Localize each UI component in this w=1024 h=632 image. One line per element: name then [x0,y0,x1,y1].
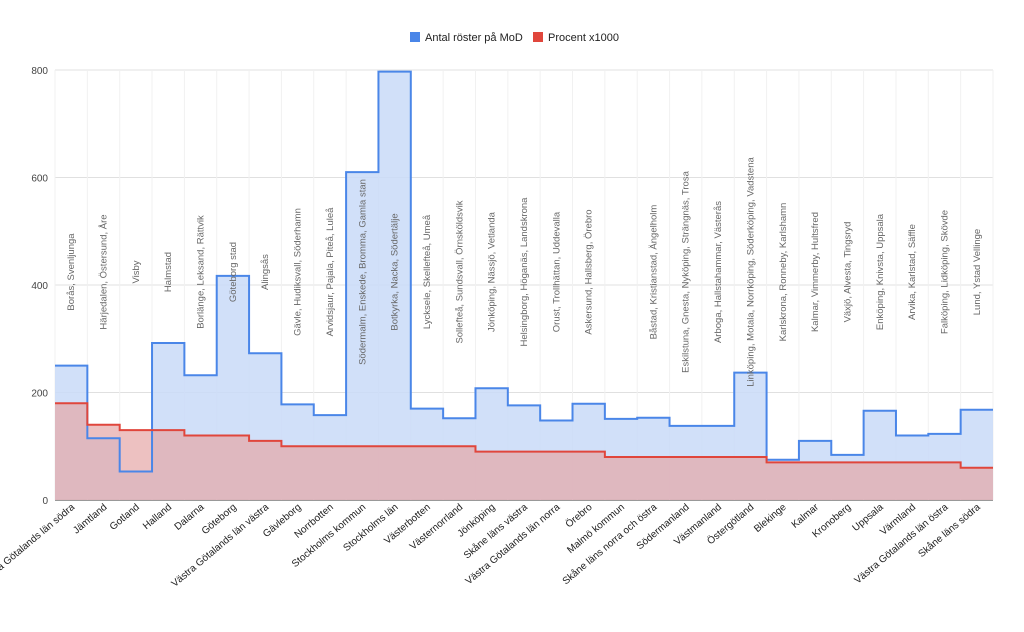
annotation-label: Helsingborg, Höganäs, Landskrona [519,197,530,347]
x-axis-ticks: Västra Götalands län södraJämtlandGotlan… [0,501,983,590]
legend: Antal röster på MoD Procent x1000 [410,32,619,44]
annotations: Borås, Svenljunga Härjedalen, Östersund, … [66,157,983,387]
annotation-label: Orust, Trollhättan, Uddevalla [551,211,562,332]
series-areas [55,70,993,501]
annotation-label: Alingsås [260,254,271,290]
annotation-label: Halmstad [163,252,174,292]
series-votes-line [55,70,993,473]
x-tick-label: Västra Götalands län södra [0,502,77,589]
annotation-label: Jönköping, Nässjö, Vetlanda [487,211,498,332]
annotation-label: Båstad, Kristianstad, Ängelholm [648,205,659,340]
annotation-label: Visby [131,260,142,283]
legend-label-1: Antal röster på MoD [425,32,523,44]
legend-swatch-1 [410,32,420,42]
annotation-label: Enköping, Knivsta, Uppsala [875,213,886,330]
y-tick-label: 800 [31,66,48,77]
x-tick-label: Halland [141,502,174,532]
series-percent-line [55,402,993,469]
annotation-label: Södermalm, Enskede, Bromma, Gamla stan [357,179,368,365]
annotation-label: Borås, Svenljunga [66,233,77,311]
annotation-label: Göteborg stad [228,242,239,302]
annotation-label: Lycksele, Skellefteå, Umeå [422,214,433,329]
y-tick-label: 0 [42,496,48,507]
annotation-label: Eskilstuna, Gnesta, Nyköping, Strängnäs,… [681,170,692,372]
annotation-label: Linköping, Motala, Norrköping, Söderköpi… [745,157,756,387]
y-tick-label: 400 [31,281,48,292]
x-tick-label: Gotland [108,502,142,533]
y-axis-ticks: 0 200 400 600 800 [31,66,48,507]
annotation-label: Kalmar, Vimmerby, Hultsfred [810,212,821,332]
series-votes-area [55,71,993,501]
annotation-label: Arvidsjaur, Pajala, Piteå, Luleå [325,207,336,337]
annotation-label: Falköping, Lidköping, Skövde [939,210,950,334]
x-tick-label: Blekinge [752,502,789,535]
annotation-label: Arvika, Karlstad, Säffle [907,224,918,320]
annotation-label: Karlskrona, Ronneby, Karlshamn [778,203,789,342]
annotation-label: Sollefteå, Sundsvall, Örnsköldsvik [454,200,465,343]
x-tick-label: Jämtland [71,502,109,537]
annotation-label: Lund, Ystad Vellinge [972,229,983,315]
annotation-label: Askersund, Hallsberg, Örebro [584,209,595,334]
annotation-label: Härjedalen, Östersund, Åre [99,214,110,329]
legend-swatch-2 [533,32,543,42]
annotation-label: Arboga, Hallstahammar, Västerås [713,201,724,343]
y-tick-label: 200 [31,389,48,400]
annotation-label: Borlänge, Leksand, Rättvik [196,215,207,329]
legend-label-2: Procent x1000 [548,32,619,44]
annotation-label: Växjö, Alvesta, Tingsryd [842,222,853,323]
annotation-label: Gävle, Hudiksvall, Söderhamn [293,208,304,336]
y-tick-label: 600 [31,174,48,185]
annotation-label: Botkyrka, Nacka, Södertälje [390,213,401,330]
